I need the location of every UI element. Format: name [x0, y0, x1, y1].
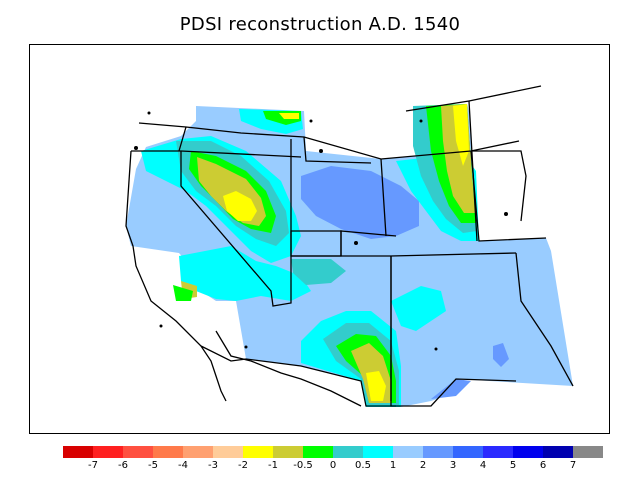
legend-labels: -7 -6 -5 -4 -3 -2 -1 -0.5 0 0.5 1 2 3 4 5 6 7 [0, 460, 640, 474]
pdsi-map [125, 85, 574, 407]
legend-tick-label: 6 [539, 460, 547, 471]
legend-swatch [363, 446, 393, 458]
legend-swatch [183, 446, 213, 458]
lake-dot-1 [147, 111, 151, 115]
legend-tick-label: 5 [509, 460, 517, 471]
legend-tick-label: 0.5 [355, 460, 371, 471]
legend-tick-label: 4 [479, 460, 487, 471]
baja-coast [215, 330, 362, 407]
border-idaho [178, 126, 372, 164]
pdsi-blue-nm [493, 343, 509, 367]
legend-swatch [153, 446, 183, 458]
legend-swatch [393, 446, 423, 458]
legend-swatch [423, 446, 453, 458]
lake-dot-2 [309, 119, 313, 123]
lake-dot-6 [504, 212, 508, 216]
legend-tick-label: -2 [238, 460, 248, 471]
legend-swatch [93, 446, 123, 458]
pdsi-blue-se [431, 379, 471, 399]
legend-swatch [63, 446, 93, 458]
legend-tick-label: -6 [118, 460, 128, 471]
pdsi-yellow-south [366, 371, 386, 401]
border-dakota [468, 85, 542, 222]
legend-swatch [123, 446, 153, 458]
legend-swatch [243, 446, 273, 458]
legend-tick-label: -4 [178, 460, 188, 471]
legend-tick-label: 7 [569, 460, 577, 471]
legend-swatch [453, 446, 483, 458]
lake-dot-9 [354, 241, 358, 245]
lake-dot-4 [134, 146, 138, 150]
pdsi-yellow-east [453, 104, 469, 166]
legend-swatch [483, 446, 513, 458]
legend-swatch [543, 446, 573, 458]
legend-swatch [333, 446, 363, 458]
legend-tick-label: 1 [389, 460, 397, 471]
pdsi-green-basin [173, 285, 193, 301]
pdsi-cyan-basin [179, 246, 311, 301]
pdsi-yellow-top [279, 113, 299, 119]
legend-swatch [213, 446, 243, 458]
pdsi-cyan-nm [391, 286, 446, 331]
coastline-west [125, 150, 247, 402]
lake-dot-3 [419, 119, 423, 123]
lake-dot-5 [319, 149, 323, 153]
lakes [134, 111, 508, 351]
map-title: PDSI reconstruction A.D. 1540 [179, 14, 461, 35]
lake-dot-10 [159, 324, 163, 328]
legend-tick-label: -1 [268, 460, 278, 471]
border-nevada [180, 151, 292, 307]
lake-dot-8 [244, 345, 248, 349]
border-wyoming [405, 100, 478, 242]
state-boundaries [125, 85, 574, 407]
legend-tick-label: 2 [419, 460, 427, 471]
lake-dot-7 [434, 347, 438, 351]
legend-swatch [303, 446, 333, 458]
legend-tick-label: -7 [88, 460, 98, 471]
border-mexico [245, 358, 396, 407]
legend-swatch [513, 446, 543, 458]
legend-tick-label: -0.5 [293, 460, 313, 471]
legend-colorbar [63, 446, 603, 458]
legend-tick-label: -3 [208, 460, 218, 471]
legend-tick-label: 3 [449, 460, 457, 471]
pdsi-yellow-north [223, 191, 257, 221]
legend-swatch [573, 446, 603, 458]
pdsi-blue-central [301, 166, 419, 239]
border-texas [390, 252, 574, 407]
legend-swatch [273, 446, 303, 458]
pdsi-teal-basin [291, 259, 346, 285]
legend-tick-label: 0 [329, 460, 337, 471]
map-frame [29, 44, 610, 434]
legend-tick-label: -5 [148, 460, 158, 471]
